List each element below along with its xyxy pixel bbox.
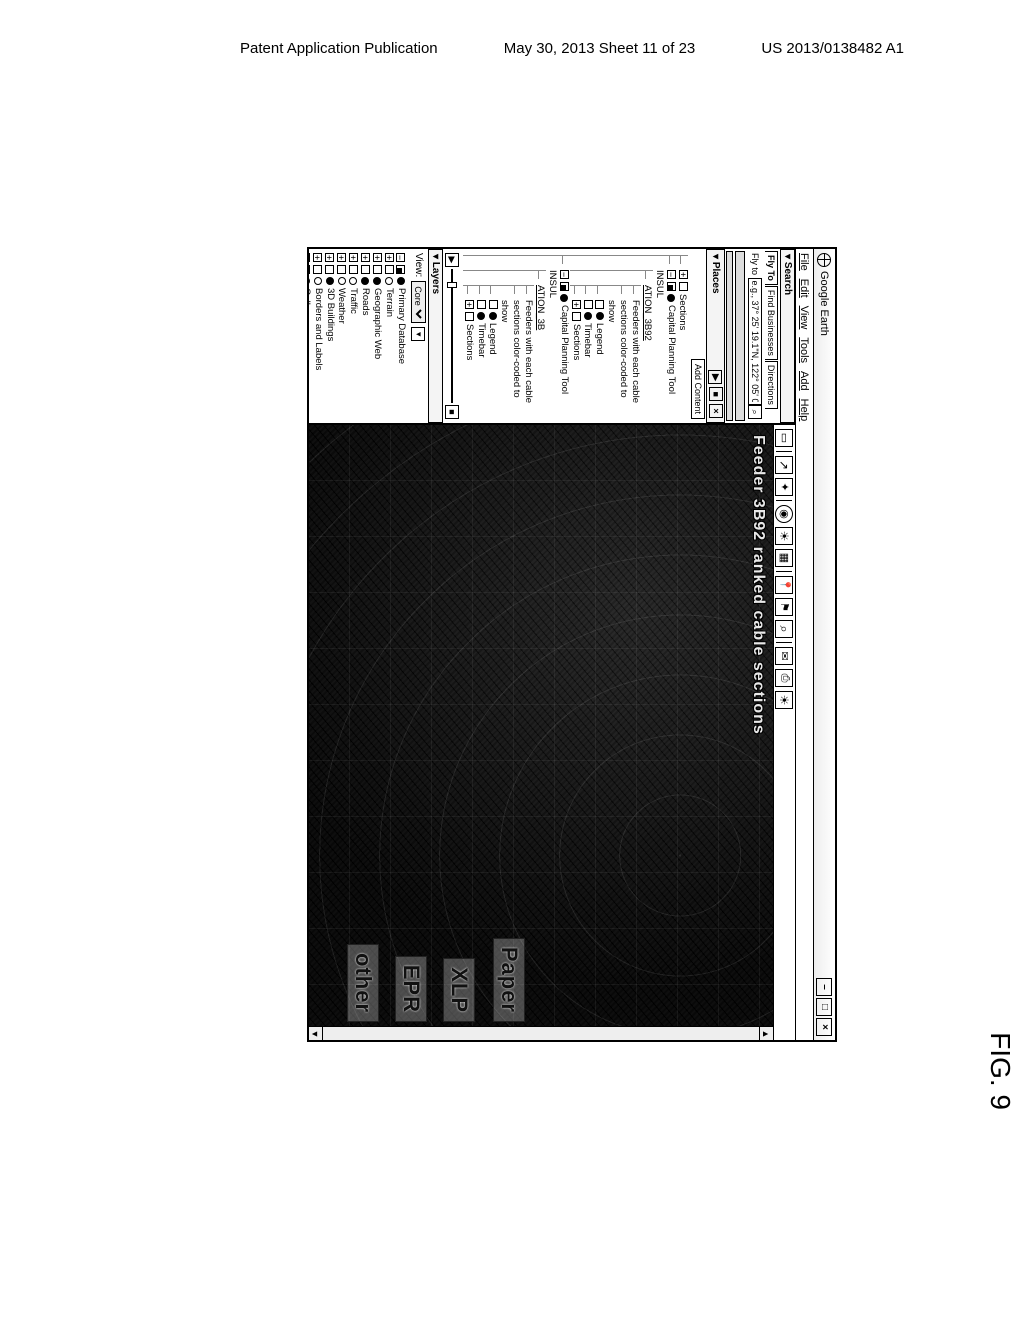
tree-item-ation-3b92[interactable]: ATION_3B92 Feeders with each cable secti…	[570, 281, 653, 419]
tree-item-cpt-1[interactable]: −Capital Planning Tool INSUL ATION_3B92 …	[570, 266, 677, 419]
legend-badge-epr: EPR	[395, 956, 427, 1022]
layer-item-weather[interactable]: +Weather	[336, 253, 348, 419]
toolbar-ruler-icon[interactable]	[776, 598, 794, 616]
tree-desc-2a: Feeders with each cable	[522, 296, 534, 419]
layer-item-primary-database[interactable]: −Primary Database	[395, 253, 407, 419]
toolbar-sky-icon[interactable]	[776, 691, 794, 709]
tree-desc-1b: sections color-coded to show	[605, 296, 629, 419]
toolbar-placemark-icon[interactable]	[776, 576, 794, 594]
page-header: Patent Application Publication May 30, 2…	[240, 40, 904, 57]
menubar: File Edit View Tools Add Help	[795, 249, 813, 1040]
menu-edit[interactable]: Edit	[799, 279, 811, 298]
menu-tools[interactable]: Tools	[799, 337, 811, 363]
tab-directions[interactable]: Directions	[765, 361, 778, 409]
layer-item-traffic[interactable]: +Traffic	[348, 253, 360, 419]
add-content-button[interactable]: Add Content	[692, 359, 706, 419]
toolbar-email-icon[interactable]	[776, 647, 794, 665]
toolbar-pointer-icon[interactable]	[776, 456, 794, 474]
places-stop-button[interactable]: ■	[709, 387, 723, 401]
places-panel-header[interactable]: ▾ Places ▶ ■ ×	[707, 249, 726, 423]
tree-desc-2b: sections color-coded to show	[499, 296, 523, 419]
search-tabs: Fly To Find Businesses Directions	[765, 251, 778, 421]
map-scrollbar[interactable]: ▲ ▼	[309, 1026, 773, 1040]
slider-play-icon[interactable]: ▶	[445, 253, 459, 267]
search-results-band-2	[726, 251, 733, 421]
search-panel-header[interactable]: ▾ Search	[780, 249, 795, 423]
layer-item-borders-and-labels[interactable]: +Borders and Labels	[312, 253, 324, 419]
layer-item-roads[interactable]: +Roads	[359, 253, 371, 419]
window-title: Google Earth	[819, 271, 831, 336]
toolbar-search-icon[interactable]	[776, 620, 794, 638]
menu-help[interactable]: Help	[799, 399, 811, 422]
scroll-down-icon[interactable]: ▼	[309, 1027, 323, 1040]
tree-item-legend-2[interactable]: Legend	[487, 296, 499, 419]
legend-badge-other: other	[347, 944, 379, 1022]
google-earth-window: Google Earth – □ × File Edit View Tools …	[307, 247, 837, 1042]
fly-to-input[interactable]	[748, 278, 762, 405]
tree-item-ation-3b[interactable]: ATION_3B Feeders with each cable section…	[463, 281, 546, 419]
layer-item-geographic-web[interactable]: +Geographic Web	[371, 253, 383, 419]
map-area[interactable]: Feeder 3B92 ranked cable sections Paper X…	[309, 424, 795, 1040]
header-center: May 30, 2013 Sheet 11 of 23	[504, 40, 696, 57]
slider-end-icon[interactable]: ■	[445, 405, 459, 419]
toolbar-grid-icon[interactable]	[776, 549, 794, 567]
toolbar-sun-icon[interactable]	[776, 527, 794, 545]
toolbar-star-icon[interactable]	[776, 478, 794, 496]
view-label: View:	[413, 253, 424, 277]
figure-caption: FIG. 9	[984, 1032, 1016, 1110]
toolbar-print-icon[interactable]	[776, 669, 794, 687]
header-right: US 2013/0138482 A1	[761, 40, 904, 57]
tree-item-timebar-1[interactable]: Timebar	[582, 296, 594, 419]
titlebar: Google Earth – □ ×	[813, 249, 835, 1040]
view-select[interactable]: Core	[411, 281, 426, 323]
legend-badge-paper: Paper	[493, 938, 525, 1022]
places-tree: +Sections −Capital Planning Tool INSUL A…	[461, 249, 691, 423]
search-go-button[interactable]: ⌕	[748, 405, 762, 419]
search-results-band	[735, 251, 745, 421]
tree-item-sections-1[interactable]: +Sections	[570, 296, 582, 419]
places-play-button[interactable]: ▶	[709, 370, 723, 384]
tree-item-sections-2[interactable]: +Sections	[463, 296, 475, 419]
layers-tree: −Primary Database+Terrain+Geographic Web…	[309, 249, 409, 423]
close-button[interactable]: ×	[817, 1018, 833, 1036]
toolbar-panel-icon[interactable]	[776, 429, 794, 447]
tree-item-cpt-2[interactable]: −Capital Planning Tool INSUL ATION_3B Fe…	[463, 266, 570, 419]
sidebar: ▾ Search Fly To Find Businesses Directio…	[309, 249, 795, 424]
tab-fly-to[interactable]: Fly To	[765, 251, 778, 285]
search-title: Search	[782, 262, 793, 295]
menu-view[interactable]: View	[799, 306, 811, 330]
map-overlay-title: Feeder 3B92 ranked cable sections	[749, 435, 767, 735]
view-dropdown-icon[interactable]: ▾	[411, 327, 425, 341]
tree-desc-1a: Feeders with each cable	[629, 296, 641, 419]
globe-icon	[818, 253, 832, 267]
layers-title: Layers	[430, 262, 441, 294]
toolbar-eye-icon[interactable]	[776, 505, 794, 523]
map-toolbar	[773, 425, 795, 1040]
fly-to-label: Fly to	[750, 253, 760, 275]
places-close-button[interactable]: ×	[709, 404, 723, 418]
places-title: Places	[710, 262, 721, 294]
maximize-button[interactable]: □	[817, 998, 833, 1016]
header-left: Patent Application Publication	[240, 40, 438, 57]
places-slider[interactable]: ▶ ■	[443, 249, 461, 423]
legend-badge-xlp: XLP	[443, 958, 475, 1022]
minimize-button[interactable]: –	[817, 978, 833, 996]
tree-item-timebar-2[interactable]: Timebar	[475, 296, 487, 419]
scroll-up-icon[interactable]: ▲	[759, 1027, 773, 1040]
tab-find-businesses[interactable]: Find Businesses	[765, 286, 778, 360]
tree-item-legend-1[interactable]: Legend	[594, 296, 606, 419]
layers-panel-header[interactable]: ▾ Layers	[428, 249, 443, 423]
menu-file[interactable]: File	[799, 253, 811, 271]
tree-item-sections[interactable]: +Sections	[677, 266, 689, 419]
layer-item-3d-buildings[interactable]: +3D Buildings	[324, 253, 336, 419]
layer-item-terrain[interactable]: +Terrain	[383, 253, 395, 419]
menu-add[interactable]: Add	[799, 371, 811, 391]
